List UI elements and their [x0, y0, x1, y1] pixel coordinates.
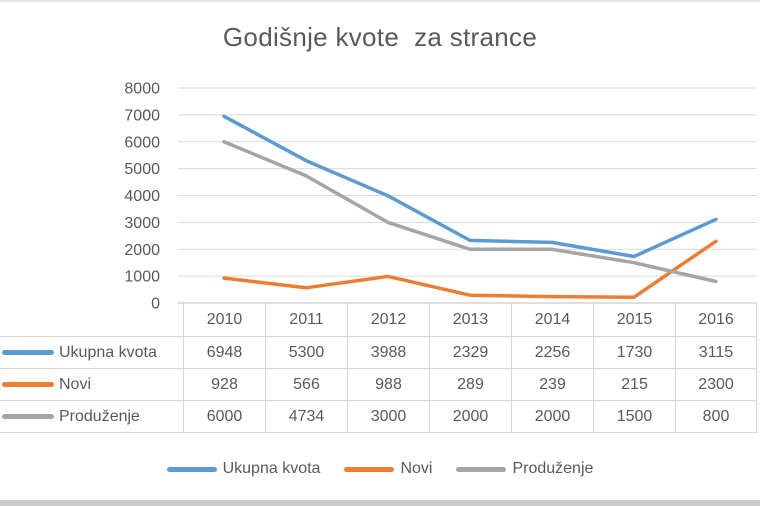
table-value: 6000: [183, 401, 265, 433]
series-key-novi: [2, 382, 54, 387]
table-year-header: 2014: [511, 303, 593, 337]
chart-title: Godišnje kvote za strance: [222, 22, 538, 52]
table-value: 3000: [347, 401, 429, 433]
table-value: 800: [675, 401, 757, 433]
y-tick-label: 6000: [124, 134, 160, 151]
table-value: 3988: [347, 337, 429, 369]
y-tick-label: 3000: [124, 215, 160, 232]
table-row-label: Novi: [0, 369, 183, 401]
legend-label: Novi: [400, 460, 433, 477]
table-corner-cell: [0, 303, 183, 337]
table-value: 566: [265, 369, 347, 401]
chart-legend: Ukupna kvota Novi Produženje: [0, 457, 760, 481]
table-value: 928: [183, 369, 265, 401]
y-tick-label: 8000: [124, 81, 160, 98]
y-tick-label: 1000: [124, 269, 160, 286]
series-name: Novi: [59, 375, 92, 393]
table-value: 1500: [593, 401, 675, 433]
table-year-header: 2016: [675, 303, 757, 337]
y-tick-label: 7000: [124, 107, 160, 124]
legend-key-produzenje: [456, 466, 507, 472]
table-value: 988: [347, 369, 429, 401]
series-line-1: [222, 239, 718, 299]
table-value: 2329: [429, 337, 511, 369]
table-value: 215: [593, 369, 675, 401]
table-year-header: 2011: [265, 303, 347, 337]
legend-key-novi: [344, 466, 395, 472]
table-year-header: 2012: [347, 303, 429, 337]
table-value: 2000: [429, 401, 511, 433]
y-tick-label: 2000: [124, 242, 160, 259]
table-value: 2000: [511, 401, 593, 433]
legend-item-produzenje: Produženje: [456, 460, 593, 478]
series-name: Ukupna kvota: [59, 343, 157, 361]
bottom-divider: [0, 500, 760, 506]
series-key-produzenje: [2, 414, 54, 419]
chart-data-table: 2010 2011 2012 2013 2014 2015 2016 Ukupn…: [0, 303, 757, 433]
series-name: Produženje: [59, 407, 140, 425]
table-value: 289: [429, 369, 511, 401]
table-row-label: Produženje: [0, 401, 183, 433]
table-row-label: Ukupna kvota: [0, 337, 183, 369]
legend-item-novi: Novi: [344, 460, 432, 478]
table-year-header: 2013: [429, 303, 511, 337]
legend-key-ukupna-kvota: [166, 466, 217, 472]
table-value: 2300: [675, 369, 757, 401]
y-tick-label: 4000: [124, 188, 160, 205]
table-value: 2256: [511, 337, 593, 369]
table-value: 6948: [183, 337, 265, 369]
table-value: 1730: [593, 337, 675, 369]
table-value: 3115: [675, 337, 757, 369]
legend-item-ukupna-kvota: Ukupna kvota: [166, 460, 321, 478]
table-value: 5300: [265, 337, 347, 369]
series-line-0: [222, 114, 718, 259]
legend-label: Ukupna kvota: [222, 460, 321, 477]
table-value: 4734: [265, 401, 347, 433]
top-divider: [0, 0, 760, 2]
legend-label: Produženje: [512, 460, 594, 477]
y-tick-label: 0: [151, 296, 160, 313]
y-tick-label: 5000: [124, 161, 160, 178]
table-year-header: 2010: [183, 303, 265, 337]
series-line-2: [222, 140, 718, 284]
table-value: 239: [511, 369, 593, 401]
series-key-ukupna-kvota: [2, 350, 54, 355]
table-year-header: 2015: [593, 303, 675, 337]
